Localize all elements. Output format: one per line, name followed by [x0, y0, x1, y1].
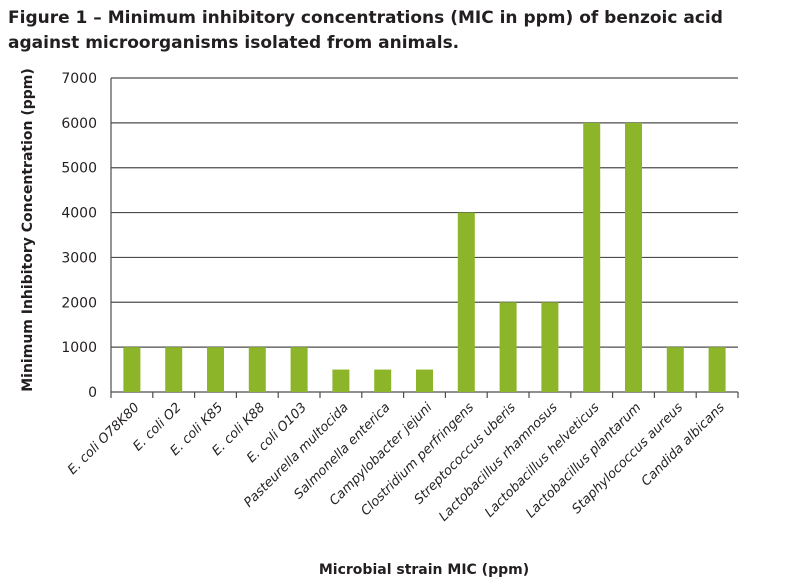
bar — [207, 347, 224, 392]
y-tick-label: 2000 — [61, 295, 97, 311]
y-tick-label: 4000 — [61, 206, 97, 222]
bar — [416, 369, 433, 392]
bar — [374, 369, 392, 392]
x-tick-label: E. coli O78K80 — [65, 400, 143, 478]
bar — [583, 122, 601, 392]
y-tick-label: 6000 — [61, 116, 97, 132]
y-axis-title: Minimum Inhibitory Concentration (ppm) — [20, 68, 36, 392]
bar — [666, 347, 684, 392]
bar — [625, 122, 642, 392]
bar — [290, 347, 308, 392]
bar — [123, 347, 141, 392]
y-tick-label: 5000 — [61, 161, 97, 177]
bars — [123, 122, 726, 392]
y-tick-label: 0 — [88, 385, 97, 401]
bar — [499, 302, 517, 392]
chart-title: Figure 1 – Minimum inhibitory concentrat… — [8, 8, 723, 53]
bar — [541, 302, 559, 392]
y-tick-label: 1000 — [61, 340, 97, 356]
bar — [457, 212, 475, 392]
bar — [708, 347, 726, 392]
x-axis-title: Microbial strain MIC (ppm) — [319, 562, 529, 578]
y-tick-labels: 0 1000 2000 3000 4000 5000 6000 7000 — [61, 71, 97, 401]
gridlines — [111, 77, 738, 348]
bar — [248, 347, 266, 392]
axes — [110, 78, 739, 398]
bar — [165, 347, 183, 392]
bar — [332, 369, 350, 392]
y-tick-label: 3000 — [61, 250, 97, 266]
y-tick-label: 7000 — [61, 71, 97, 87]
